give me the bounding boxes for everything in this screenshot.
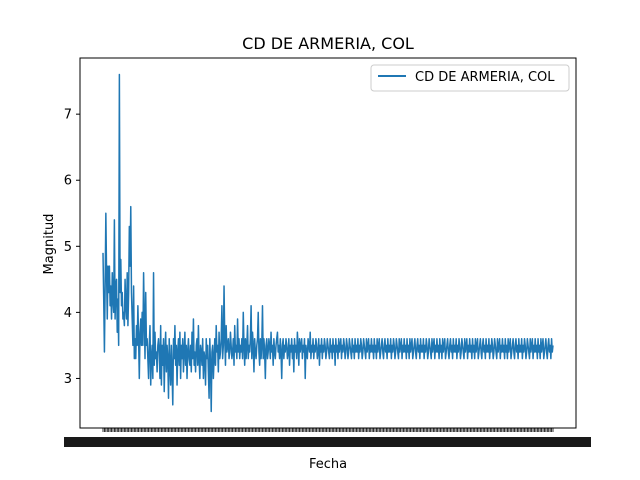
y-tick-label: 5: [64, 240, 72, 255]
y-tick-label: 6: [64, 174, 72, 189]
chart-title: CD DE ARMERIA, COL: [242, 34, 414, 53]
y-axis-ticks: 3 4 5 6 7: [64, 108, 80, 387]
y-tick-label: 7: [64, 108, 72, 123]
legend-label: CD DE ARMERIA, COL: [415, 70, 555, 85]
y-tick-label: 4: [64, 306, 72, 321]
x-tick-labels-overlap: [64, 437, 591, 447]
x-axis-label: Fecha: [309, 457, 347, 472]
legend-box: [370, 64, 570, 92]
plot-frame: [79, 57, 577, 429]
y-tick-label: 3: [64, 372, 72, 387]
series-line-cd-de-armeria: [102, 73, 554, 413]
legend: CD DE ARMERIA, COL: [370, 64, 570, 92]
y-axis-label: Magnitud: [42, 214, 57, 275]
x-axis-ticks: [64, 428, 591, 447]
